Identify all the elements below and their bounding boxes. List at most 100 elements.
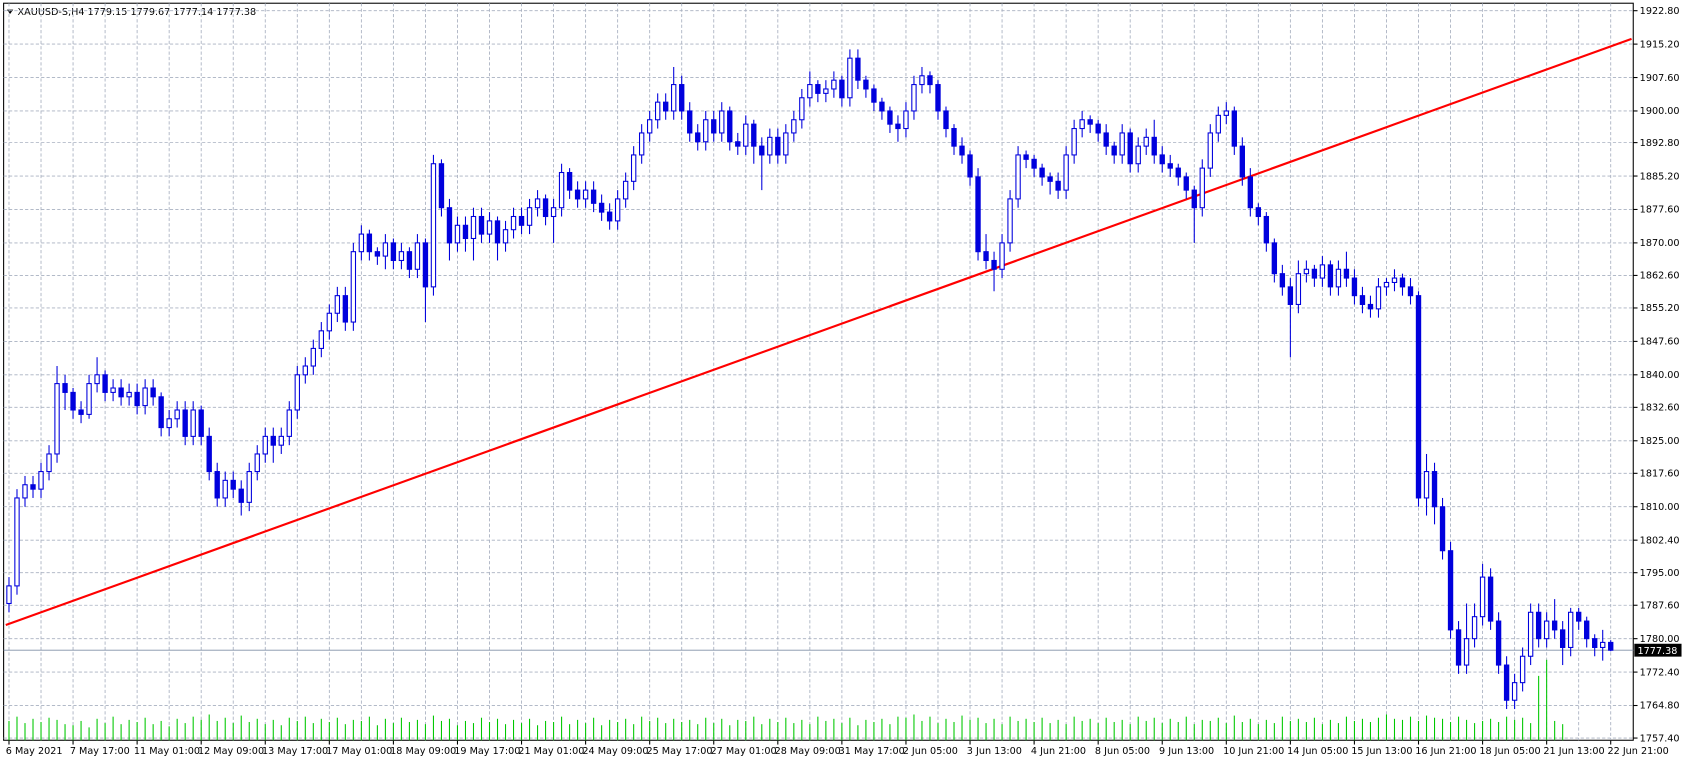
candle-body [14,497,20,587]
x-tick-label: 9 Jun 13:00 [1159,746,1214,757]
candle-body [30,484,36,490]
candle-body [1455,629,1462,666]
y-tick-label: 1877.60 [1640,205,1680,216]
candle-body [1407,286,1414,297]
x-tick-label: 17 May 01:00 [326,746,392,757]
candle-body [46,453,52,473]
x-tick-label: 6 May 2021 [6,746,63,757]
candle-body [166,418,172,429]
candle-body [174,409,180,420]
candle-body [1383,281,1390,288]
candle-body [54,383,60,455]
candle-body [855,57,861,81]
candle-body [1375,286,1382,310]
y-tick-label: 1892.80 [1640,138,1680,149]
candle-body [1551,620,1558,631]
y-tick-label: 1772.40 [1640,667,1680,678]
candle-body [719,110,725,134]
candle-body [1495,620,1502,666]
y-tick-label: 1885.20 [1640,171,1680,182]
candle-body [735,141,741,147]
candle-body [638,132,645,156]
candle-body [1215,114,1221,134]
candle-body [38,471,44,490]
candle-body [1007,198,1013,244]
candle-body [270,435,276,446]
candle-body [1519,655,1526,684]
candle-body [390,242,397,262]
candle-body [558,171,565,209]
candle-body [1399,277,1406,288]
candle-body [911,84,917,112]
candle-body [86,383,92,415]
candle-body [1271,242,1278,275]
candle-body [526,207,533,226]
price-tag: 1777.38 [1638,646,1678,657]
candle-body [342,295,349,323]
candle-body [799,97,805,121]
candle-body [815,84,821,94]
x-tick-label: 16 Jun 21:00 [1415,746,1476,757]
candle-body [478,215,485,235]
candle-body [1175,167,1181,178]
y-tick-label: 1787.60 [1640,600,1680,611]
x-tick-label: 7 May 17:00 [70,746,130,757]
candle-body [759,145,765,156]
candle-body [1592,638,1598,648]
candle-body [70,391,76,411]
candle-body [1391,277,1398,284]
x-tick-label: 27 May 01:00 [711,746,777,757]
candle-body [590,189,597,204]
candle-body [22,484,28,499]
candle-body [767,136,773,156]
candle-body [1151,136,1157,156]
candle-body [831,79,837,90]
candle-body [1295,273,1302,305]
x-tick-label: 21 Jun 13:00 [1543,746,1604,757]
candle-body [630,154,637,182]
candle-body [847,57,853,99]
candle-body [310,347,316,367]
y-tick-label: 1855.20 [1640,303,1680,314]
candle-body [943,110,949,130]
candle-body [1231,110,1237,147]
x-tick-label: 19 May 17:00 [454,746,520,757]
candle-body [655,101,661,121]
x-tick-label: 10 Jun 21:00 [1223,746,1284,757]
candle-body [1584,620,1590,640]
candle-body [1103,132,1109,147]
candle-body [62,383,68,393]
candle-body [1335,268,1342,288]
candle-body [727,110,733,143]
candle-body [334,295,341,314]
candle-body [190,409,196,437]
y-tick-label: 1802.40 [1640,535,1680,546]
candle-body [222,479,228,499]
candle-body [126,391,132,398]
candle-body [1071,128,1077,156]
candle-body [935,84,941,112]
candle-body [1527,611,1534,657]
x-tick-label: 18 May 09:00 [390,746,456,757]
candle-body [470,215,477,240]
candle-body [94,374,100,385]
candle-body [1311,268,1318,279]
candle-body [230,479,236,490]
candle-body [1511,682,1518,701]
candle-body [1439,506,1446,552]
candle-body [1567,611,1574,648]
candle-body [182,409,188,437]
candle-body [1543,620,1550,640]
candle-body [991,259,997,270]
candle-body [783,132,789,156]
candle-body [1431,471,1438,508]
candle-body [1503,664,1510,701]
y-tick-label: 1795.00 [1640,568,1680,579]
candle-body [1447,550,1454,631]
trendline [5,37,1632,627]
y-tick-label: 1840.00 [1640,370,1680,381]
candle-body [839,79,845,99]
candle-body [1319,264,1326,279]
y-tick-label: 1832.60 [1640,403,1680,414]
candle-body [1063,154,1069,191]
